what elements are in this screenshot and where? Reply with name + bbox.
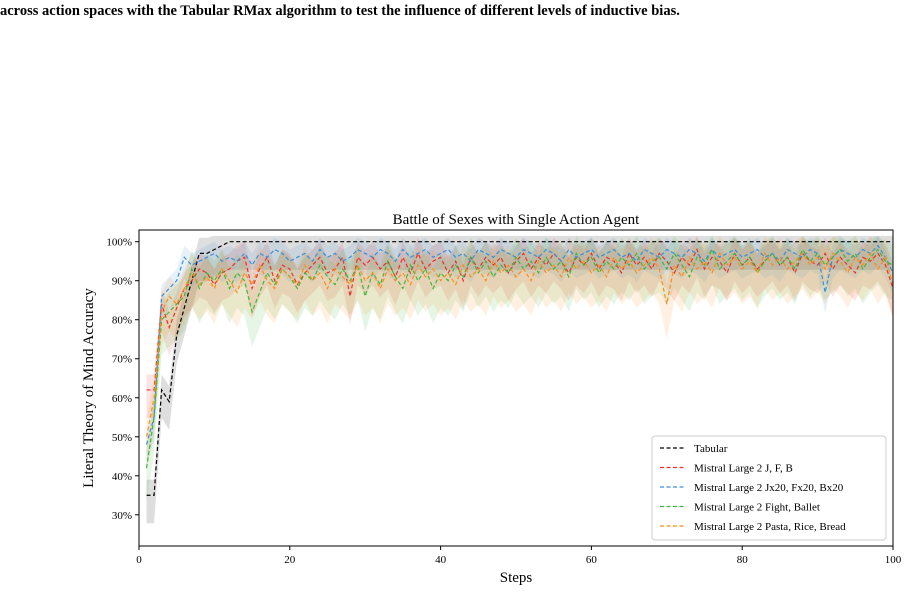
series-line-mistral-large-2-fight-ballet [145,248,894,469]
x-tick-label: 40 [435,554,447,566]
series-line-mistral-large-2-jx20-fx20-bx20 [145,244,894,445]
legend-label: Mistral Large 2 Fight, Ballet [694,502,820,514]
series-line-mistral-large-2-pasta-rice-bread [145,252,894,437]
x-tick-label: 60 [586,554,598,566]
legend-label: Mistral Large 2 J, F, B [694,463,793,475]
legend-label: Tabular [694,443,728,455]
x-tick-label: 80 [737,554,749,566]
figure-caption: across action spaces with the Tabular RM… [0,3,680,19]
y-axis-ticks: 30% 40% 50% 60% 70% 80% 90% 100% [106,237,139,522]
band-mistral-large-2-pasta-rice-bread [146,235,894,472]
x-tick-label: 100 [885,554,902,566]
y-tick-label: 40% [112,471,132,483]
y-tick-label: 90% [112,276,132,288]
legend-label: Mistral Large 2 Pasta, Rice, Bread [694,521,846,533]
band-mistral-large-2-fight-ballet [146,235,894,504]
plot-frame [138,229,894,547]
band-mistral-large-2-j-f-b [146,235,894,419]
y-tick-label: 70% [112,354,132,366]
y-tick-label: 80% [112,315,132,327]
chart-title: Battle of Sexes with Single Action Agent [393,212,640,228]
x-axis-ticks: 0 20 40 60 80 100 [136,546,902,566]
series-line-tabular [146,241,893,496]
y-tick-label: 30% [112,510,132,522]
series-line-mistral-large-2-j-f-b [146,248,894,391]
y-tick-label: 60% [112,393,132,405]
y-tick-label: 100% [106,237,132,249]
y-axis-label: Literal Theory of Mind Accuracy [81,288,97,488]
legend-label: Mistral Large 2 Jx20, Fx20, Bx20 [694,482,844,494]
x-axis-label: Steps [500,570,533,586]
x-tick-label: 0 [136,554,142,566]
legend-box [651,435,887,541]
legend: Tabular Mistral Large 2 J, F, B Mistral La… [651,435,887,541]
x-tick-label: 20 [284,554,296,566]
series-lines [145,241,894,496]
y-tick-label: 50% [112,432,132,444]
